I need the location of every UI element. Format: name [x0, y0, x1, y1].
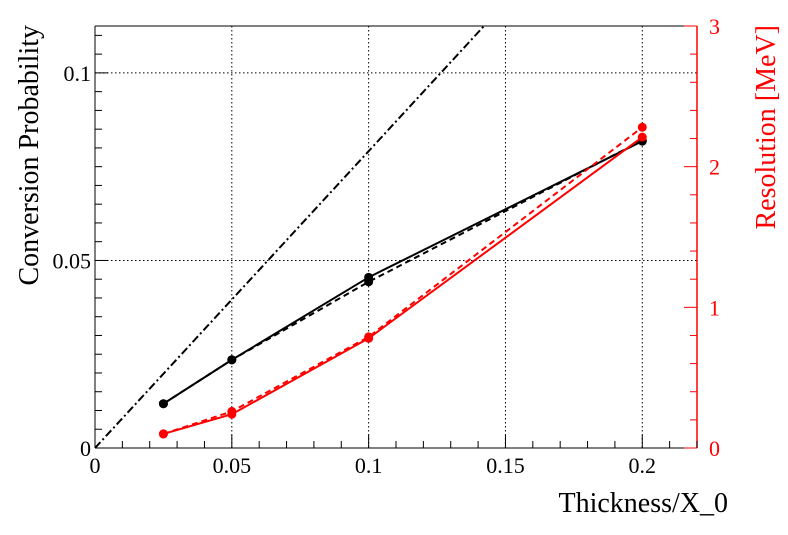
data-point [158, 399, 168, 409]
series-line-1 [162, 140, 643, 405]
x-tick-label: 0.2 [629, 453, 657, 478]
right-y-axis: 0 1 2 3 [684, 14, 720, 461]
x-tick-label: 0.15 [486, 453, 525, 478]
data-point [364, 277, 374, 287]
data-point [227, 355, 237, 365]
data-point [364, 332, 374, 342]
x-tick-label: 0 [90, 453, 101, 478]
y-left-tick-label: 0.1 [64, 61, 92, 86]
y-right-tick-label: 2 [709, 155, 720, 180]
plot-frame [94, 25, 698, 449]
data-point [637, 132, 647, 142]
x-axis-label: Thickness/X_0 [558, 488, 728, 519]
y-right-tick-label: 0 [709, 436, 720, 461]
y-left-tick-label: 0.05 [53, 248, 92, 273]
right-y-axis-label: Resolution [MeV] [751, 25, 782, 230]
data-point [158, 429, 168, 439]
x-axis: 0 0.05 0.1 0.15 0.2 [90, 435, 698, 478]
series-layer [95, 26, 647, 448]
left-y-axis-label: Conversion Probability [14, 25, 45, 286]
y-right-tick-label: 3 [709, 14, 720, 39]
series-line-5 [163, 126, 643, 435]
series-line-4 [163, 136, 643, 435]
grid-layer [95, 26, 697, 448]
left-y-axis: 0 0.05 0.1 [53, 34, 108, 461]
series-line-2 [162, 139, 643, 405]
y-left-tick-label: 0 [80, 436, 91, 461]
data-point [637, 122, 647, 132]
x-tick-label: 0.05 [213, 453, 252, 478]
data-point [227, 406, 237, 416]
series-line-3 [95, 26, 486, 448]
y-right-tick-label: 1 [709, 295, 720, 320]
x-tick-label: 0.1 [355, 453, 383, 478]
